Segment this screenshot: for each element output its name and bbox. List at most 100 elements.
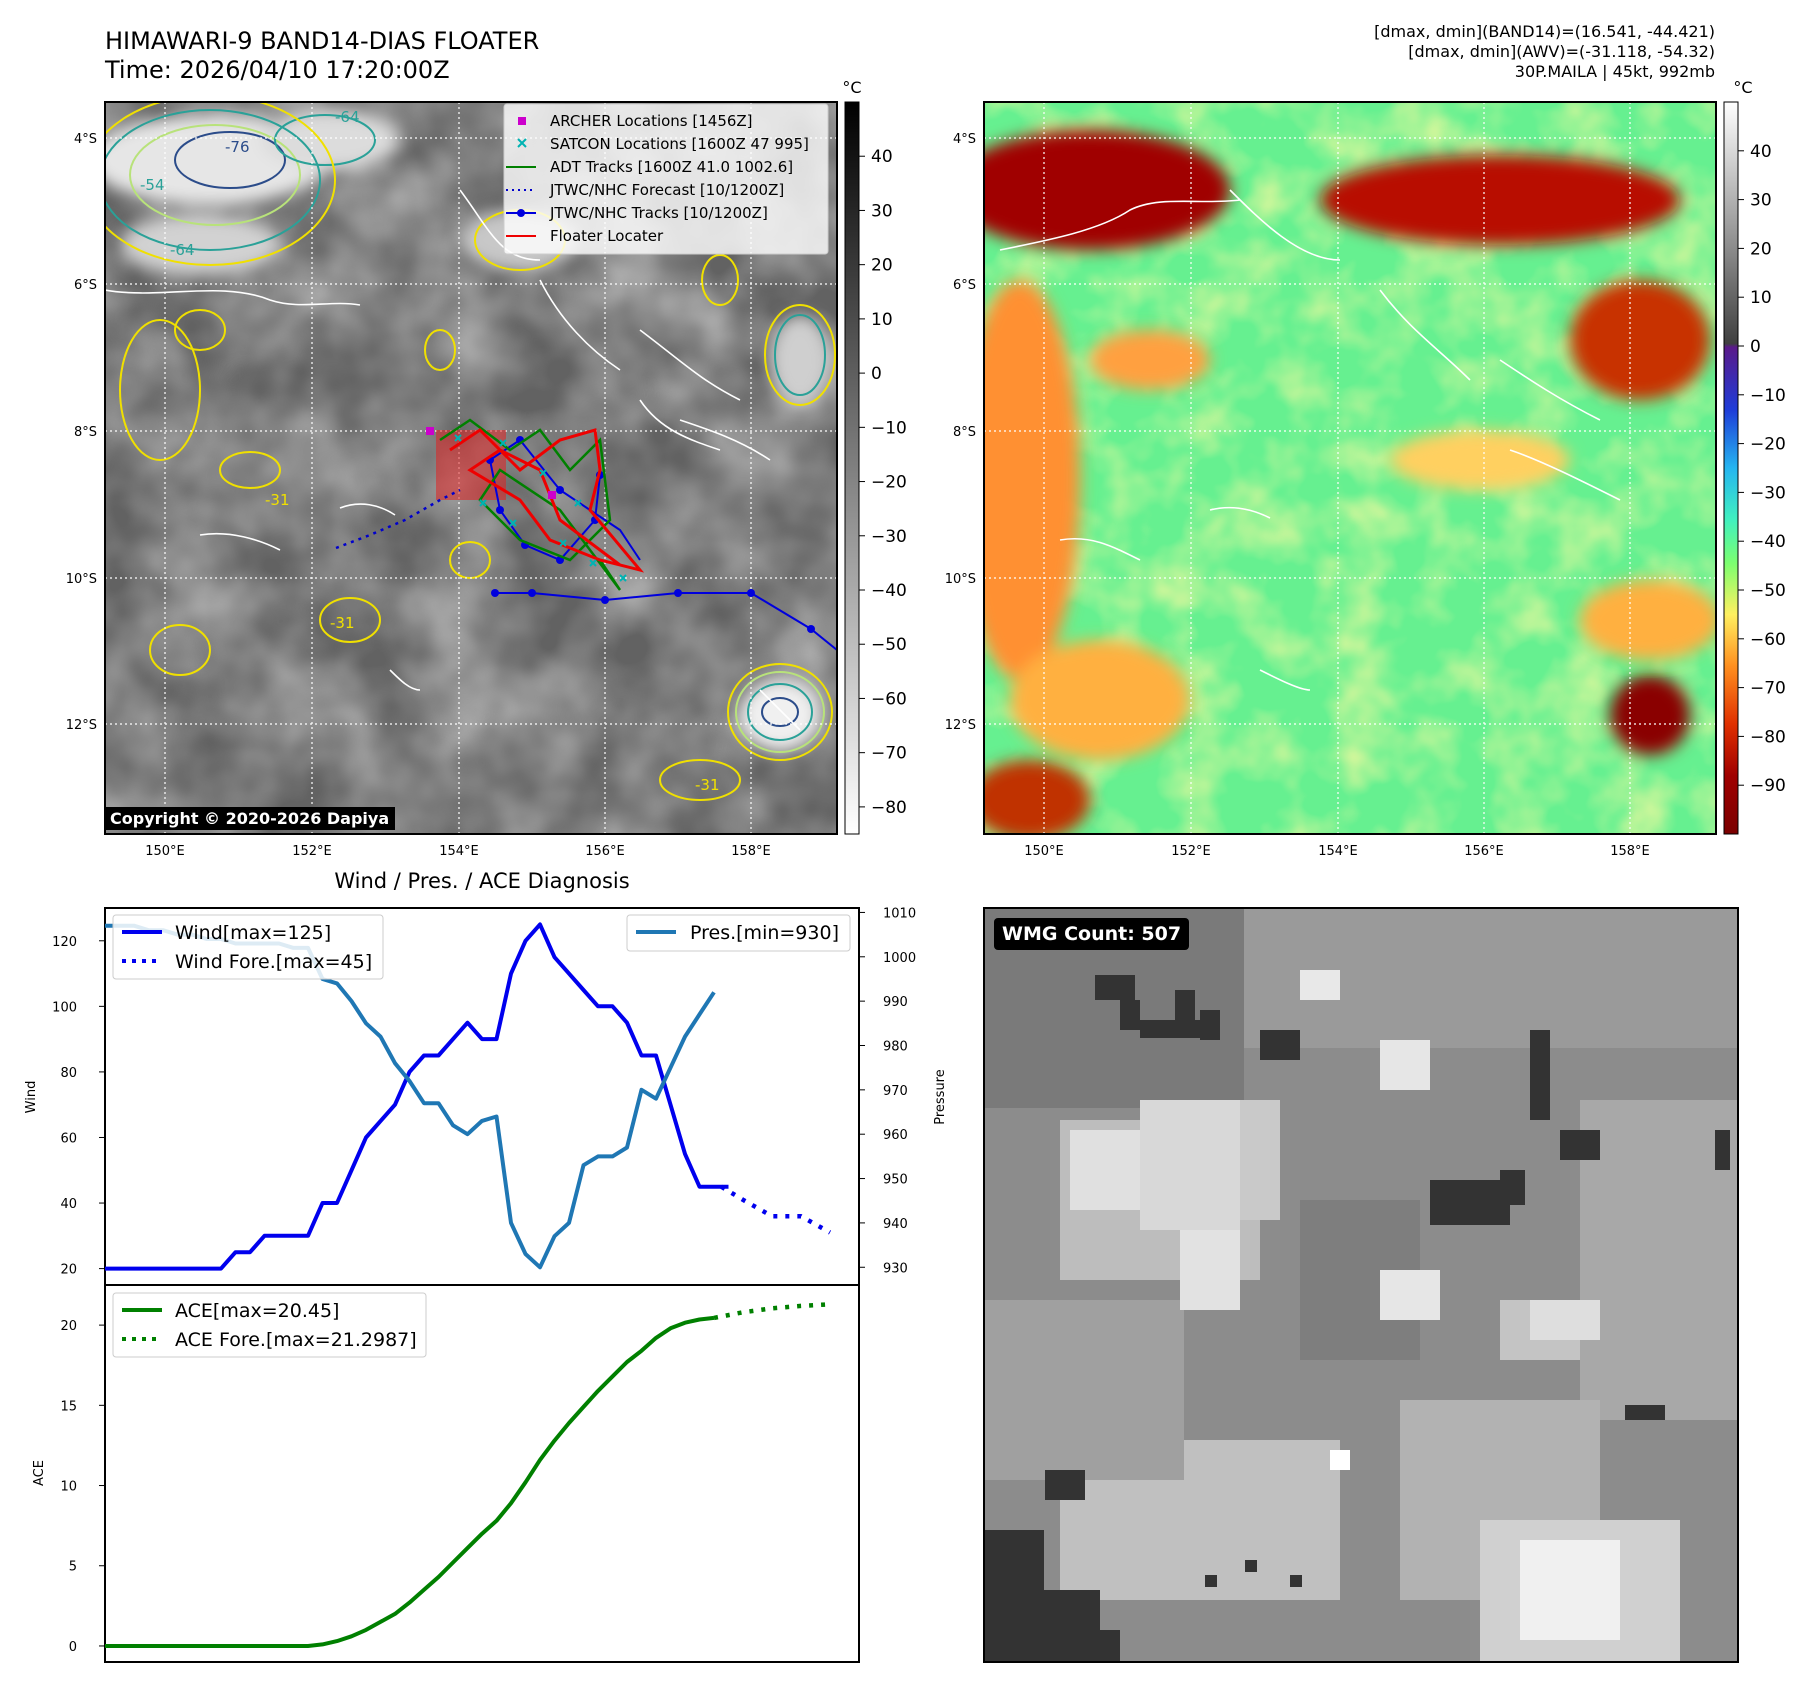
yellow-contour-w [119, 319, 201, 461]
lon-tick-label: 152°E [1171, 844, 1211, 859]
ir-legend: ARCHER Locations [1456Z] SATCON Location… [503, 103, 829, 255]
wmg-dark [1100, 1630, 1120, 1662]
lat-tick-label: 6°S [74, 278, 97, 293]
yellow-contour-ne [701, 254, 739, 306]
wmg-dark [984, 1530, 1044, 1662]
lon-tick-label: 156°E [585, 844, 625, 859]
colorbar-tick-label: −20 [871, 473, 907, 493]
wmg-block [984, 1300, 1184, 1480]
colorbar-tick-label: −30 [871, 527, 907, 547]
lon-tick-label: 150°E [145, 844, 185, 859]
wmg-light-regions [1070, 970, 1620, 1640]
wmg-dark [1430, 1180, 1510, 1225]
wmg-dark [1200, 1010, 1220, 1040]
coast-dentrecasteaux [199, 532, 281, 551]
colorbar-tick-label: −50 [871, 635, 907, 655]
ir-colorbar-ticks: 40 30 20 10 0 −10 −20 −30 −40 −50 −60 −70 −80 [859, 147, 907, 818]
moist-west-edge [984, 280, 1080, 680]
colorbar-tick-label: −70 [871, 744, 907, 764]
wind-fore-legend-label: Wind Fore.[max=45] [175, 951, 372, 973]
ir-contours [105, 109, 826, 753]
contour-teal-e [774, 314, 826, 396]
colorbar-tick-label: 20 [871, 256, 893, 276]
yellow-contour-sw [319, 597, 381, 643]
awv-coast-choiseul [1499, 359, 1601, 421]
lon-tick-label: 156°E [1464, 844, 1504, 859]
wmg-dark [1245, 1560, 1257, 1572]
colorbar-tick-label: −50 [1750, 581, 1786, 601]
ace-plot [105, 1302, 831, 1648]
adt-track [439, 418, 622, 591]
legend-marker-tracks-dot [517, 209, 525, 217]
lat-tick-label: 12°S [66, 718, 97, 733]
wind-legend-box [112, 914, 384, 980]
colorbar-tick-label: 0 [1750, 337, 1761, 357]
colorbar-tick-label: 30 [871, 201, 893, 221]
coast-new-guinea-south [105, 289, 361, 306]
colorbar-tick-label: −90 [1750, 776, 1786, 796]
pressure-tick-label: 950 [883, 1173, 908, 1188]
contour-label: -76 [225, 138, 250, 156]
contour-labels: -76 -64 -54 -64 -31 -31 -31 [140, 108, 720, 794]
awv-coastlines [999, 189, 1621, 691]
ace-tick-label: 15 [60, 1399, 77, 1414]
wmg-block [1580, 1100, 1738, 1420]
contour-navy-se [761, 697, 799, 727]
wmg-light [1380, 1040, 1430, 1090]
contour-teal-se [747, 683, 813, 741]
colorbar-tick-label: −70 [1750, 679, 1786, 699]
dry-sw [984, 760, 1090, 834]
mid-w [1090, 330, 1210, 390]
copyright-label: Copyright © 2020-2026 Dapiya [104, 807, 396, 830]
pressure-axis-ticks: 930 940 950 960 970 980 990 1000 1010 [859, 906, 916, 1276]
awv-lon-ticks: 150°E 152°E 154°E 156°E 158°E [1024, 844, 1650, 859]
contour-navy-nw [174, 131, 286, 189]
awv-colorbar-ticks: 40 30 20 10 0 −10 −20 −30 −40 −50 −60 −70 −80 −90 [1738, 142, 1786, 796]
cloud-north [260, 110, 400, 170]
colorbar-tick-label: 40 [871, 147, 893, 167]
lon-tick-label: 158°E [731, 844, 771, 859]
wmg-dark [1560, 1130, 1600, 1160]
mid-sw [1010, 640, 1190, 760]
colorbar-tick-label: −60 [871, 689, 907, 709]
ir-lat-ticks: 4°S 6°S 8°S 10°S 12°S [66, 132, 97, 733]
ace-legend: ACE[max=20.45] ACE Fore.[max=21.2987] [112, 1292, 427, 1358]
wind-axis-label: Wind [24, 1081, 39, 1114]
wmg-dark [1205, 1575, 1217, 1587]
lon-tick-label: 158°E [1610, 844, 1650, 859]
colorbar-tick-label: 0 [871, 364, 882, 384]
wmg-light [1330, 1450, 1350, 1470]
title-line-2: Time: 2026/04/10 17:20:00Z [105, 56, 450, 84]
ir-colorbar-unit: °C [842, 78, 861, 97]
contour-label: -31 [330, 614, 355, 632]
legend-label-archer: ARCHER Locations [1456Z] [550, 112, 753, 130]
yellow-contour-se [727, 663, 833, 761]
pressure-legend-box [626, 914, 851, 952]
wind-tick-label: 100 [52, 1000, 77, 1015]
wind-max-line [105, 922, 729, 1271]
awv-frame [983, 101, 1717, 835]
yellow-contour-w2 [174, 309, 226, 351]
legend-label-forecast: JTWC/NHC Forecast [10/1200Z] [549, 181, 784, 199]
wmg-dark [1625, 1405, 1665, 1420]
legend-label-tracks: JTWC/NHC Tracks [10/1200Z] [549, 204, 768, 222]
pressure-legend: Pres.[min=930] [626, 914, 851, 952]
dry-e [1570, 280, 1710, 400]
coast-choiseul [639, 329, 741, 401]
wmg-dark [1040, 1590, 1100, 1662]
wind-legend-label: Wind[max=125] [175, 922, 331, 944]
awv-coast-bougainville [1379, 289, 1471, 381]
cloud-east [770, 315, 830, 405]
info-block: [dmax, dmin](BAND14)=(16.541, -44.421) [… [1374, 22, 1715, 82]
wind-axis-ticks: 20 40 60 80 100 120 [52, 935, 105, 1278]
colorbar-tick-label: −80 [871, 798, 907, 818]
diagnosis-title: Wind / Pres. / ACE Diagnosis [334, 869, 629, 893]
wind-legend: Wind[max=125] Wind Fore.[max=45] [112, 914, 384, 980]
wmg-light [1530, 1300, 1600, 1340]
legend-label-satcon: SATCON Locations [1600Z 47 995] [550, 135, 809, 153]
cloud-south-east [740, 680, 820, 750]
wmg-dark [1120, 1000, 1140, 1030]
wmg-dark [1175, 990, 1195, 1030]
ir-colorbar [844, 101, 860, 835]
